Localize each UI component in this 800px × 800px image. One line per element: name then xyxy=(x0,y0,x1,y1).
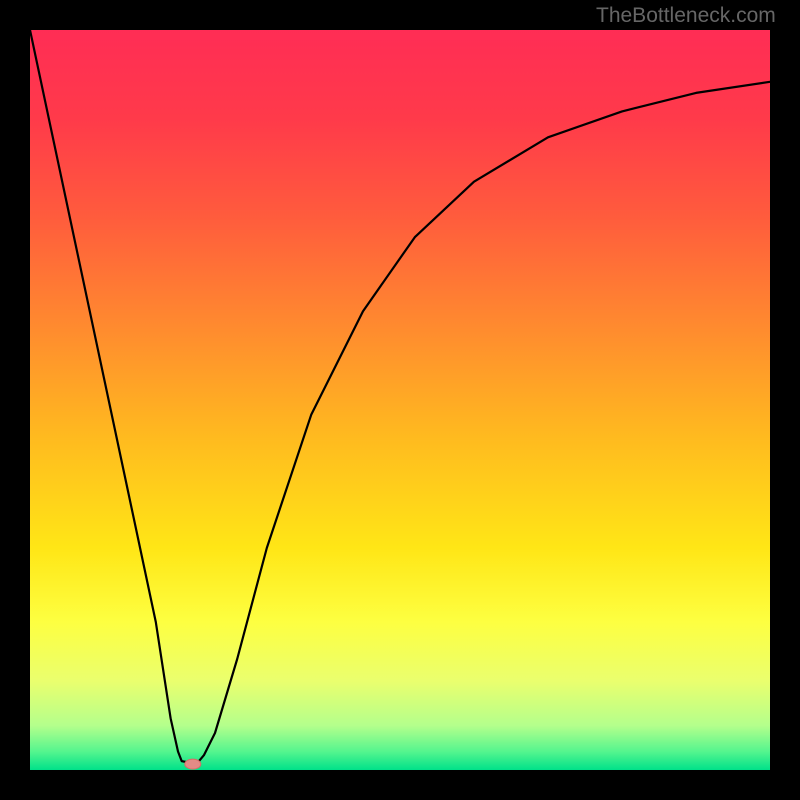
curve-svg xyxy=(30,30,770,770)
plot-area xyxy=(30,30,770,770)
bottleneck-curve xyxy=(30,30,770,764)
optimal-point-marker xyxy=(185,759,201,769)
watermark-text: TheBottleneck.com xyxy=(596,4,776,28)
chart-container: TheBottleneck.com xyxy=(0,0,800,800)
